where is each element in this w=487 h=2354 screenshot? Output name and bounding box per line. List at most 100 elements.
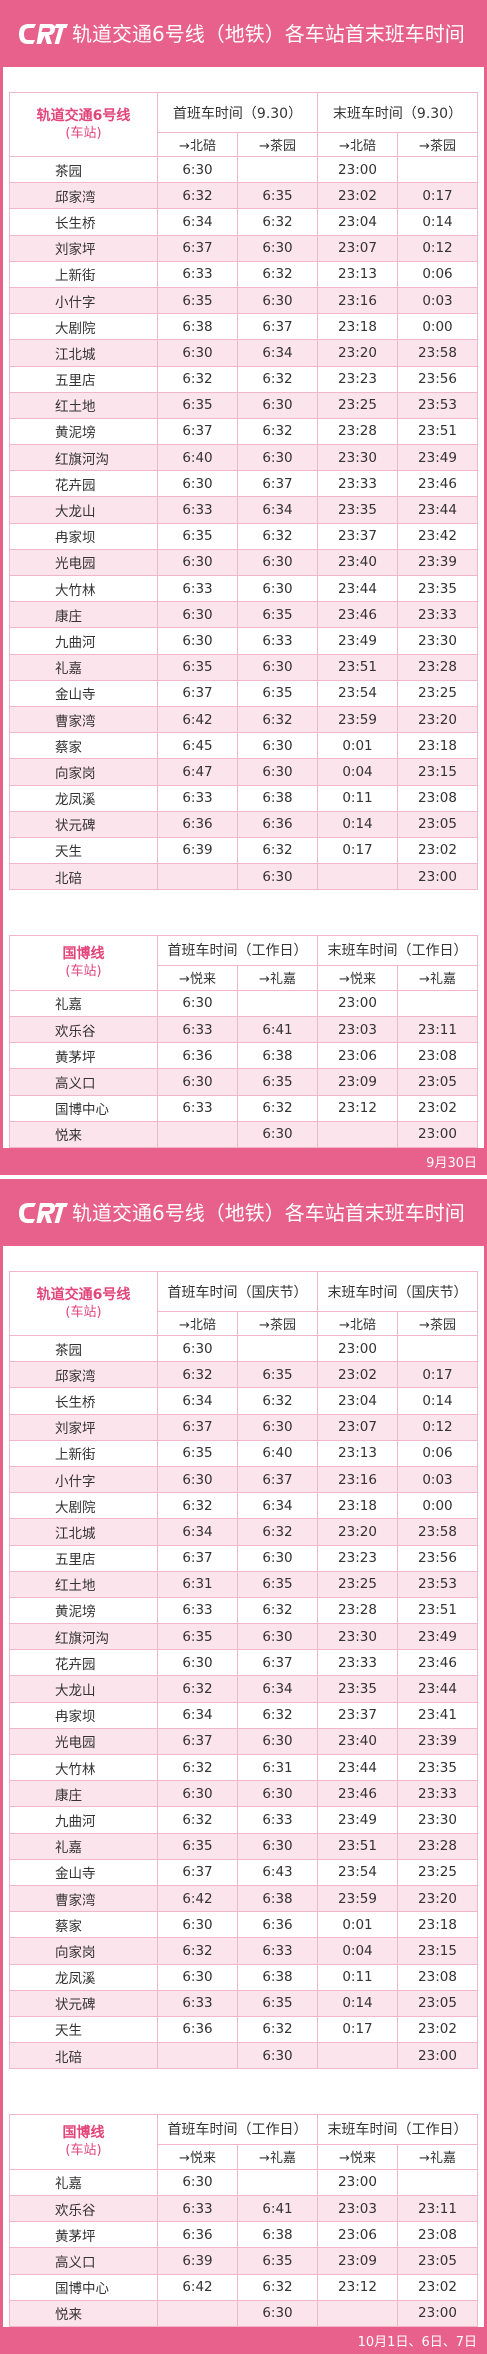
line-name: 国博线 [62,2125,105,2142]
station-name: 大竹林 [10,1755,158,1782]
first-train-time: 6:30 [158,549,238,576]
table-row: 大龙山 6:32 6:34 23:35 23:44 [10,1676,478,1703]
crt-logo [16,1199,68,1227]
station-name: 刘家坪 [10,1414,158,1441]
last-train-time: 23:30 [398,628,478,655]
first-train-time: 6:35 [158,1440,238,1467]
last-train-time: 23:05 [398,1069,478,1096]
last-train-time: 23:51 [398,418,478,446]
last-train-time: 0:06 [398,1440,478,1467]
last-train-time: 23:49 [318,1807,398,1834]
first-train-time: 6:33 [238,628,318,655]
last-train-time: 23:25 [398,1859,478,1886]
last-train-time: 23:46 [318,602,398,629]
station-column-header: 轨道交通6号线 (车站) [10,93,158,157]
first-train-time: 6:31 [158,1571,238,1598]
direction-header: →悦来 [158,965,238,991]
last-train-header: 末班车时间（工作日） [318,2114,478,2145]
station-name: 状元碑 [10,1990,158,2017]
timetable-section-sep30: 轨道交通6号线（地铁）各车站首末班车时间 轨道交通6号线 (车站) 首班车时间（… [0,0,487,1175]
date-label: 10月1日、6日、7日 [357,2335,477,2351]
station-name: 曹家湾 [10,1885,158,1913]
first-train-header: 首班车时间（工作日） [158,2114,318,2145]
first-train-time: 6:37 [158,418,238,446]
first-train-time: 6:37 [238,314,318,341]
first-train-time: 6:32 [238,706,318,734]
last-train-time: 23:35 [318,497,398,524]
table-row: 江北城 6:30 6:34 23:20 23:58 [10,340,478,367]
direction-header: →礼嘉 [238,2144,318,2170]
table-row: 小什字 6:30 6:37 23:16 0:03 [10,1466,478,1494]
last-train-time [318,864,398,891]
line6-timetable: 轨道交通6号线 (车站) 首班车时间（9.30） 末班车时间（9.30） →北碚… [9,92,478,891]
station-column-header: 国博线 (车站) [10,935,158,991]
first-train-time: 6:30 [238,287,318,315]
first-train-time: 6:33 [158,1597,238,1625]
last-train-time: 0:14 [398,1388,478,1415]
table-row: 悦来 6:30 23:00 [10,1121,478,1148]
last-train-time: 0:11 [318,1964,398,1991]
guobo-line-timetable: 国博线 (车站) 首班车时间（工作日） 末班车时间（工作日） →悦来 →礼嘉 →… [9,934,478,1148]
last-train-time: 23:11 [398,2195,478,2223]
table-row: 上新街 6:33 6:32 23:13 0:06 [10,261,478,288]
last-train-time: 23:02 [398,837,478,865]
table-row: 曹家湾 6:42 6:38 23:59 23:20 [10,1885,478,1913]
first-train-time: 6:34 [238,497,318,524]
first-train-time: 6:39 [158,2248,238,2275]
last-train-time: 23:44 [318,1755,398,1782]
station-name: 大竹林 [10,576,158,603]
last-train-time: 23:28 [398,654,478,681]
first-train-time: 6:30 [238,1728,318,1755]
table-row: 欢乐谷 6:33 6:41 23:03 23:11 [10,2195,478,2223]
first-train-time: 6:30 [158,2169,238,2196]
last-train-time: 23:37 [318,1702,398,1729]
first-train-time: 6:41 [238,1016,318,1044]
first-train-time: 6:35 [158,287,238,315]
last-train-time: 23:07 [318,1414,398,1441]
first-train-time: 6:36 [158,2016,238,2044]
first-train-time: 6:35 [158,392,238,419]
table-body: 茶园 6:30 23:00 邱家湾 6:32 6:35 23:02 0:17 长生桥 6:34 6:… [10,157,478,891]
table-header: 轨道交通6号线 (车站) 首班车时间（9.30） 末班车时间（9.30） →北碚… [10,93,478,157]
direction-header: →礼嘉 [398,965,478,991]
station-label: (车站) [65,964,102,980]
last-train-time: 23:46 [398,1650,478,1677]
date-footer: 10月1日、6日、7日 [0,2327,487,2354]
direction-header: →茶园 [238,1312,318,1336]
table-row: 刘家坪 6:37 6:30 23:07 0:12 [10,1414,478,1441]
first-train-time: 6:32 [238,1597,318,1625]
last-train-time: 23:00 [318,157,398,184]
last-train-time: 23:04 [318,1388,398,1415]
table-row: 龙凤溪 6:30 6:38 0:11 23:08 [10,1964,478,1991]
last-train-time: 23:28 [318,1597,398,1625]
first-train-time: 6:32 [158,1676,238,1703]
table-row: 天生 6:39 6:32 0:17 23:02 [10,837,478,865]
table-row: 大剧院 6:32 6:34 23:18 0:00 [10,1493,478,1520]
table-row: 高义口 6:39 6:35 23:09 23:05 [10,2248,478,2275]
timetable-panel: 轨道交通6号线 (车站) 首班车时间（9.30） 末班车时间（9.30） →北碚… [3,67,484,1149]
line-name: 轨道交通6号线 [36,1287,131,1303]
last-train-time: 23:05 [398,2248,478,2275]
last-train-time: 23:13 [318,261,398,288]
last-train-time: 23:49 [398,445,478,472]
table-row: 邱家湾 6:32 6:35 23:02 0:17 [10,1362,478,1389]
first-train-time: 6:30 [238,1414,318,1441]
table-row: 大竹林 6:33 6:30 23:44 23:35 [10,576,478,603]
first-train-time: 6:30 [158,471,238,498]
station-name: 国博中心 [10,2274,158,2301]
last-train-time: 23:44 [398,497,478,524]
last-train-time [318,1121,398,1148]
first-train-time: 6:32 [238,837,318,865]
last-train-time: 23:39 [398,549,478,576]
first-train-time: 6:42 [158,2274,238,2301]
first-train-time: 6:30 [158,602,238,629]
first-train-time: 6:33 [158,261,238,288]
first-train-time: 6:30 [238,759,318,786]
last-train-time: 23:00 [318,990,398,1017]
table-row: 红土地 6:35 6:30 23:25 23:53 [10,392,478,419]
last-train-time: 23:00 [398,864,478,891]
first-train-time: 6:30 [158,1069,238,1096]
direction-header: →悦来 [158,2144,238,2170]
table-body: 礼嘉 6:30 23:00 欢乐谷 6:33 6:41 23:03 23:11 黄茅坪 6:36 6… [10,990,478,1148]
table-row: 茶园 6:30 23:00 [10,1336,478,1363]
